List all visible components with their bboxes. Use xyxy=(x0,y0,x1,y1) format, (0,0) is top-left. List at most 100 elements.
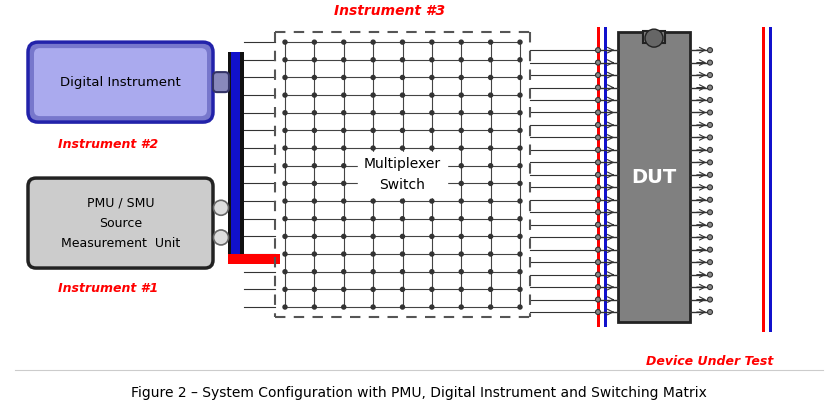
Circle shape xyxy=(518,164,522,168)
Circle shape xyxy=(342,164,346,168)
Circle shape xyxy=(283,252,287,256)
Circle shape xyxy=(342,217,346,221)
Bar xyxy=(275,32,530,317)
Circle shape xyxy=(430,270,434,274)
Circle shape xyxy=(401,252,405,256)
Circle shape xyxy=(707,210,712,215)
Circle shape xyxy=(707,185,712,190)
Bar xyxy=(762,27,765,332)
Circle shape xyxy=(371,164,375,168)
Circle shape xyxy=(214,200,229,215)
Circle shape xyxy=(430,111,434,115)
Circle shape xyxy=(518,252,522,256)
Circle shape xyxy=(489,199,493,203)
Circle shape xyxy=(518,234,522,238)
Circle shape xyxy=(283,111,287,115)
Circle shape xyxy=(489,58,493,62)
Circle shape xyxy=(371,75,375,80)
Circle shape xyxy=(283,164,287,168)
Circle shape xyxy=(489,93,493,97)
Bar xyxy=(604,27,607,327)
Circle shape xyxy=(313,75,317,80)
Circle shape xyxy=(313,111,317,115)
Circle shape xyxy=(459,181,463,186)
Circle shape xyxy=(707,98,712,103)
Circle shape xyxy=(371,252,375,256)
Circle shape xyxy=(401,146,405,150)
FancyBboxPatch shape xyxy=(34,48,207,116)
Circle shape xyxy=(342,111,346,115)
Circle shape xyxy=(596,260,601,265)
Circle shape xyxy=(459,111,463,115)
Bar xyxy=(643,31,665,43)
Circle shape xyxy=(707,272,712,277)
Circle shape xyxy=(283,93,287,97)
Circle shape xyxy=(401,40,405,44)
Bar xyxy=(228,52,244,260)
Circle shape xyxy=(707,135,712,140)
Circle shape xyxy=(430,93,434,97)
Circle shape xyxy=(489,287,493,291)
Circle shape xyxy=(371,305,375,309)
Circle shape xyxy=(342,129,346,132)
Circle shape xyxy=(459,75,463,80)
Circle shape xyxy=(430,199,434,203)
Circle shape xyxy=(401,164,405,168)
Circle shape xyxy=(283,58,287,62)
Circle shape xyxy=(214,230,229,245)
Circle shape xyxy=(401,111,405,115)
Circle shape xyxy=(283,199,287,203)
Circle shape xyxy=(283,146,287,150)
Text: Device Under Test: Device Under Test xyxy=(646,355,773,368)
Circle shape xyxy=(596,297,601,302)
Text: Instrument #3: Instrument #3 xyxy=(334,4,446,18)
Circle shape xyxy=(283,305,287,309)
Circle shape xyxy=(518,40,522,44)
Circle shape xyxy=(489,75,493,80)
Circle shape xyxy=(371,234,375,238)
Circle shape xyxy=(489,129,493,132)
Circle shape xyxy=(596,147,601,153)
Circle shape xyxy=(459,93,463,97)
Circle shape xyxy=(459,58,463,62)
Circle shape xyxy=(596,197,601,202)
Circle shape xyxy=(707,48,712,53)
Circle shape xyxy=(430,129,434,132)
Circle shape xyxy=(518,270,522,274)
Circle shape xyxy=(313,93,317,97)
Circle shape xyxy=(518,181,522,186)
Circle shape xyxy=(489,270,493,274)
Circle shape xyxy=(459,164,463,168)
Circle shape xyxy=(489,181,493,186)
Circle shape xyxy=(342,40,346,44)
Circle shape xyxy=(430,217,434,221)
Circle shape xyxy=(283,40,287,44)
FancyBboxPatch shape xyxy=(213,72,229,92)
Circle shape xyxy=(371,40,375,44)
Circle shape xyxy=(430,181,434,186)
Circle shape xyxy=(518,287,522,291)
Circle shape xyxy=(518,217,522,221)
Circle shape xyxy=(283,217,287,221)
Circle shape xyxy=(596,85,601,90)
Circle shape xyxy=(401,270,405,274)
Circle shape xyxy=(459,217,463,221)
Circle shape xyxy=(596,172,601,177)
Circle shape xyxy=(430,58,434,62)
Circle shape xyxy=(430,234,434,238)
Circle shape xyxy=(707,297,712,302)
Circle shape xyxy=(371,111,375,115)
Circle shape xyxy=(596,310,601,315)
Circle shape xyxy=(401,199,405,203)
Circle shape xyxy=(518,111,522,115)
Circle shape xyxy=(401,58,405,62)
Circle shape xyxy=(596,185,601,190)
Circle shape xyxy=(371,129,375,132)
FancyBboxPatch shape xyxy=(28,42,213,122)
Circle shape xyxy=(707,110,712,115)
Text: Multiplexer
Switch: Multiplexer Switch xyxy=(364,157,441,192)
Circle shape xyxy=(707,72,712,78)
Circle shape xyxy=(707,247,712,252)
Circle shape xyxy=(313,164,317,168)
Circle shape xyxy=(342,181,346,186)
